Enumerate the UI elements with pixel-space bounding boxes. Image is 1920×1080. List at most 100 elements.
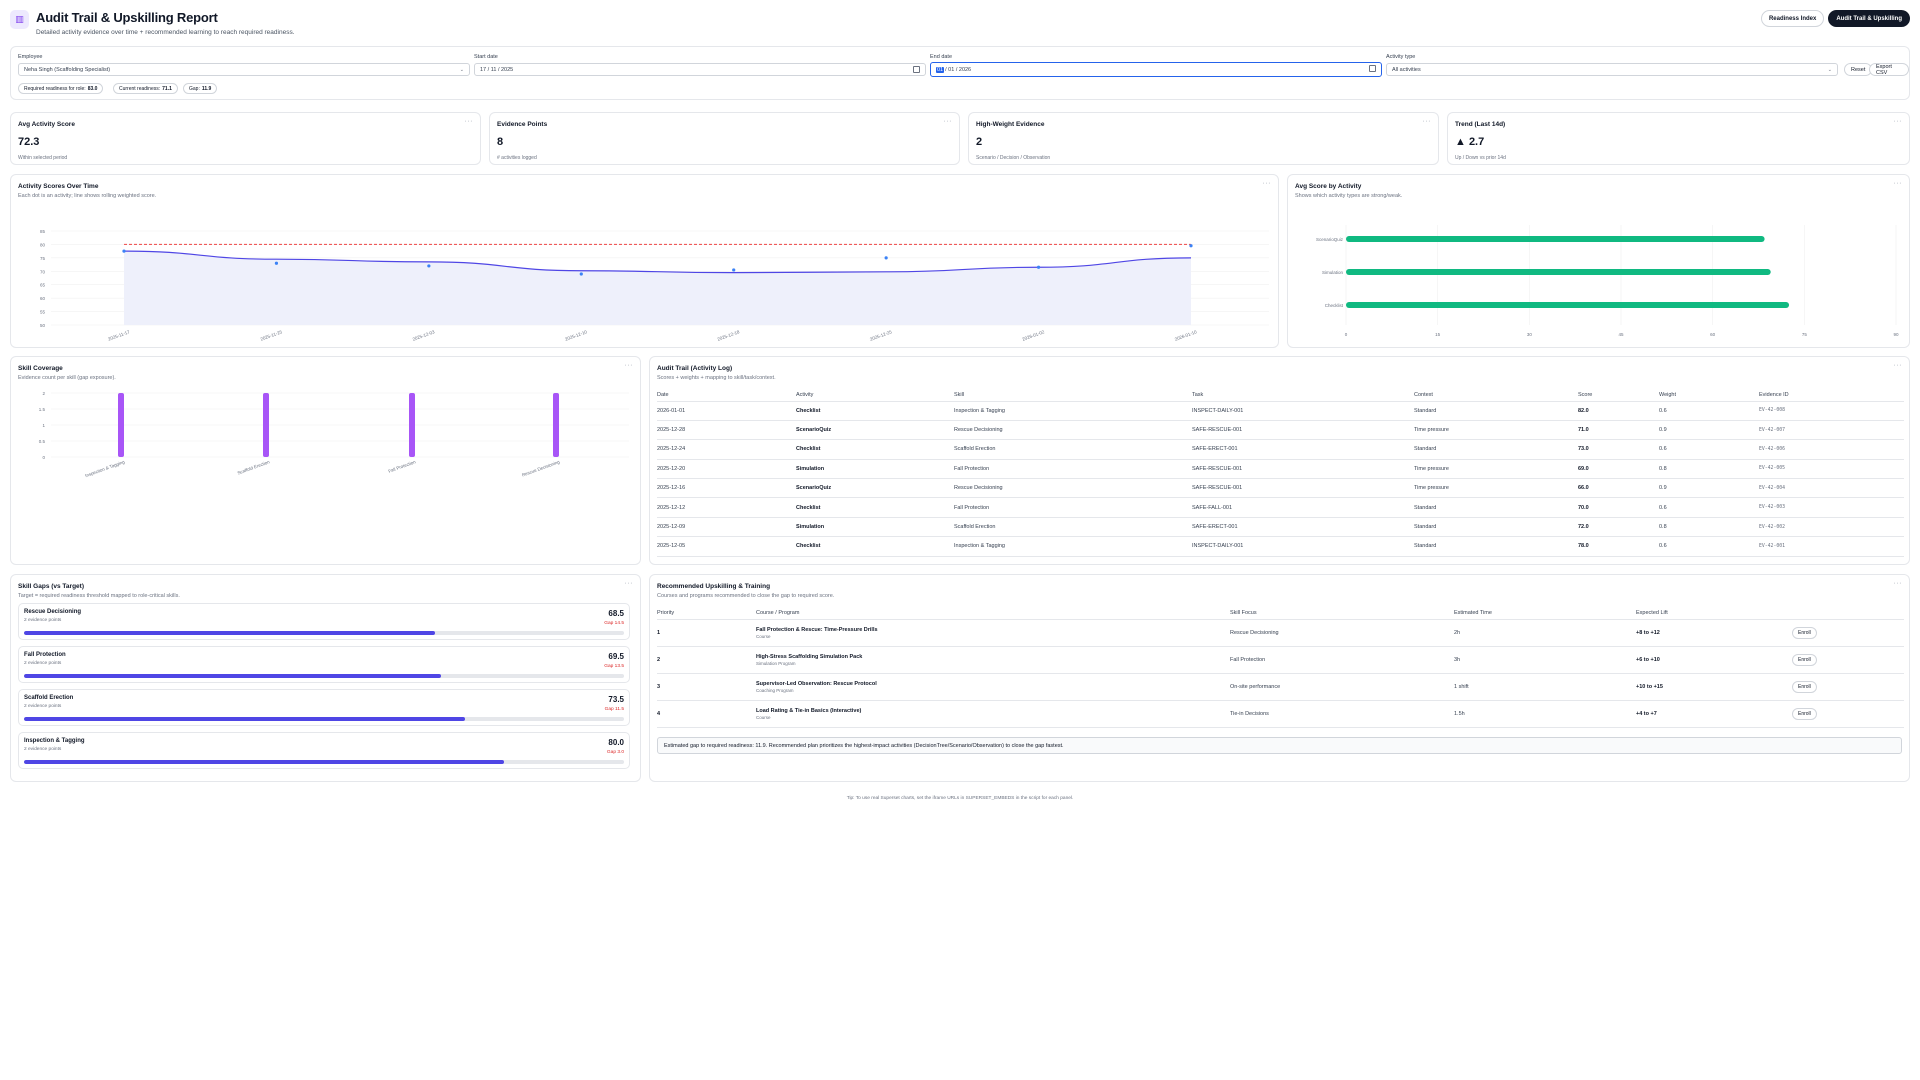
kpi-value: ▲ 2.7 (1455, 136, 1485, 148)
skill-score: 73.5 (608, 695, 624, 704)
skill-name: Fall Protection (24, 652, 66, 658)
table-row[interactable]: 2025-12-20 Simulation Fall Protection SAFE-… (657, 459, 1904, 480)
skill-score: 68.5 (608, 609, 624, 618)
activity-bar[interactable] (1346, 269, 1771, 275)
course-type: Simulation Program (756, 660, 796, 666)
skill-gap-card: Inspection & Tagging 2 evidence points 80.… (18, 732, 630, 769)
activity-point[interactable] (122, 249, 126, 253)
table-row[interactable]: 2025-12-09 Simulation Scaffold Erection SAF… (657, 517, 1904, 538)
gap-value: Gap 14.5 (604, 621, 624, 626)
course-type: Coaching Program (756, 687, 794, 693)
table-cell: ScenarioQuiz (796, 478, 954, 499)
table-row[interactable]: 2025-12-05 Checklist Inspection & Tagging I… (657, 536, 1904, 557)
more-menu-icon[interactable]: ··· (1262, 180, 1271, 187)
estimated-time-cell: 1.5h (1454, 700, 1636, 728)
skill-bar[interactable] (263, 393, 269, 457)
table-cell: Time pressure (1414, 459, 1578, 480)
column-header: Weight (1659, 390, 1759, 402)
more-menu-icon[interactable]: ··· (1893, 180, 1902, 187)
employee-select[interactable]: Neha Singh (Scaffolding Specialist) ⌄ (18, 63, 470, 76)
panel-subtitle: Courses and programs recommended to clos… (657, 593, 835, 599)
kpi-title: Evidence Points (497, 121, 548, 128)
calendar-icon[interactable] (913, 66, 920, 73)
skill-focus-cell: Fall Protection (1230, 646, 1454, 674)
more-menu-icon[interactable]: ··· (943, 118, 952, 125)
activity-point[interactable] (427, 264, 431, 268)
activity-bar[interactable] (1346, 302, 1790, 308)
action-cell: Enroll (1792, 619, 1904, 647)
area-fill (124, 251, 1191, 325)
course-name: Load Rating & Tie-in Basics (Interactive… (756, 707, 862, 714)
panel-title: Avg Score by Activity (1295, 183, 1362, 190)
skill-coverage-bar-chart: 0 0.5 1 1.5 2 Inspection & Tagging Scaffold Er… (39, 391, 629, 478)
y-tick-label: 50 (40, 323, 46, 328)
table-cell: Checklist (796, 536, 954, 557)
more-menu-icon[interactable]: ··· (1422, 118, 1431, 125)
kpi-title: Trend (Last 14d) (1455, 121, 1506, 128)
skill-name: Rescue Decisioning (24, 609, 82, 615)
table-cell: 0.6 (1659, 536, 1759, 557)
x-tick-label: Rescue Decisioning (521, 459, 561, 477)
activity-point[interactable] (732, 268, 736, 272)
enroll-button[interactable]: Enroll (1792, 707, 1817, 720)
skill-bar[interactable] (409, 393, 415, 457)
table-row: 2 High-Stress Scaffolding Simulation Pack… (657, 646, 1904, 674)
progress-fill (24, 674, 441, 678)
export-csv-button[interactable]: Export CSV (1869, 63, 1909, 76)
enroll-button[interactable]: Enroll (1792, 653, 1817, 666)
table-cell: 2026-01-01 (657, 401, 796, 421)
skill-bar[interactable] (118, 393, 124, 457)
table-cell: Fall Protection (954, 459, 1192, 480)
chevron-down-icon: ⌄ (1827, 67, 1832, 73)
action-cell: Enroll (1792, 646, 1904, 674)
more-menu-icon[interactable]: ··· (624, 580, 633, 587)
readiness-index-button[interactable]: Readiness Index (1760, 10, 1825, 27)
table-cell: 0.9 (1659, 420, 1759, 441)
more-menu-icon[interactable]: ··· (624, 362, 633, 369)
priority-cell: 3 (657, 673, 756, 701)
more-menu-icon[interactable]: ··· (464, 118, 473, 125)
gap-value: Gap 3.0 (606, 750, 624, 755)
x-tick-label: 2025-12-18 (717, 329, 741, 342)
table-cell: Inspection & Tagging (954, 401, 1192, 421)
activity-point[interactable] (1036, 265, 1041, 269)
column-header: Skill (954, 390, 1192, 402)
table-cell: 2025-12-20 (657, 459, 796, 480)
more-menu-icon[interactable]: ··· (1893, 118, 1902, 125)
enroll-button[interactable]: Enroll (1792, 626, 1817, 639)
x-tick-label: 2026-01-02 (1022, 329, 1046, 342)
column-header: Course / Program (756, 608, 1230, 620)
more-menu-icon[interactable]: ··· (1893, 580, 1902, 587)
avg-score-bar-chart: 0 15 30 45 60 75 90 ScenarioQuiz Simulation Check… (1316, 225, 1899, 337)
footer-tip: Tip: To use real Superset charts, set th… (846, 796, 1074, 801)
x-tick-label: 75 (1802, 332, 1808, 337)
activity-point[interactable] (579, 272, 583, 276)
audit-trail-button[interactable]: Audit Trail & Upskilling (1828, 10, 1910, 27)
priority-cell: 1 (657, 619, 756, 647)
activity-point[interactable] (1189, 244, 1193, 248)
employee-label: Employee (18, 54, 43, 60)
start-date-input[interactable]: 17 / 11 / 2025 (474, 63, 926, 76)
end-date-input[interactable]: 01 / 01 / 2026 (930, 62, 1382, 77)
more-menu-icon[interactable]: ··· (1893, 362, 1902, 369)
y-tick-label: 1.5 (39, 407, 46, 412)
table-row[interactable]: 2025-12-12 Checklist Fall Protection SAFE-F… (657, 497, 1904, 518)
enroll-button[interactable]: Enroll (1792, 680, 1817, 693)
column-header: Estimated Time (1454, 608, 1636, 620)
activity-point[interactable] (884, 256, 888, 260)
table-row[interactable]: 2026-01-01 Checklist Inspection & Tagging I… (657, 401, 1904, 421)
column-header: Priority (657, 608, 756, 620)
calendar-icon[interactable] (1369, 65, 1376, 72)
table-cell: EV-42-003 (1759, 497, 1904, 518)
skill-bar[interactable] (553, 393, 559, 457)
table-row[interactable]: 2025-12-16 ScenarioQuiz Rescue Decisioning… (657, 478, 1904, 499)
table-cell: Inspection & Tagging (954, 536, 1192, 557)
activity-point[interactable] (274, 261, 279, 265)
column-header (1792, 608, 1904, 620)
activity-type-select[interactable]: All activities ⌄ (1386, 63, 1838, 76)
table-row[interactable]: 2025-12-28 ScenarioQuiz Rescue Decisioning… (657, 420, 1904, 441)
table-row[interactable]: 2025-12-24 Checklist Scaffold Erection SAFE… (657, 439, 1904, 460)
table-cell: 0.6 (1659, 401, 1759, 421)
activity-bar[interactable] (1346, 236, 1765, 242)
progress-fill (24, 631, 435, 635)
